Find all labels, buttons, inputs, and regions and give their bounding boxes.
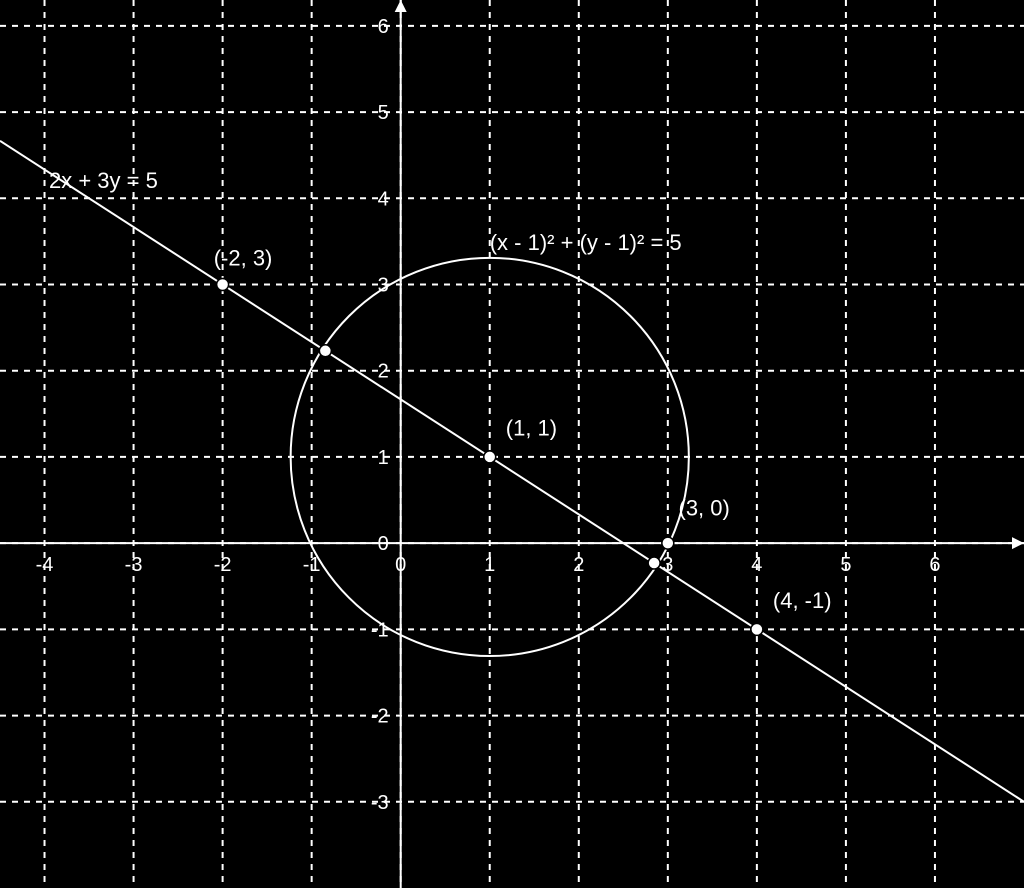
- y-tick-label: -2: [371, 706, 389, 728]
- math-graph: -4-3-2-10123456-3-2-101234562x + 3y = 5(…: [0, 0, 1024, 888]
- x-tick-label: -2: [214, 554, 232, 576]
- x-tick-label: 4: [751, 554, 762, 576]
- x-tick-label: 1: [484, 554, 495, 576]
- x-tick-label: 5: [840, 554, 851, 576]
- point-label: (-2, 3): [214, 246, 273, 271]
- plotted-point: [484, 451, 496, 463]
- y-tick-label: -3: [371, 792, 389, 814]
- line-equation-label: 2x + 3y = 5: [49, 168, 158, 193]
- x-tick-label: 0: [395, 554, 406, 576]
- plotted-point: [751, 623, 763, 635]
- y-tick-label: 1: [378, 447, 389, 469]
- x-tick-label: 2: [573, 554, 584, 576]
- point-label: (1, 1): [506, 415, 557, 440]
- y-tick-label: 5: [378, 102, 389, 124]
- plotted-point: [662, 537, 674, 549]
- x-tick-label: -4: [36, 554, 54, 576]
- plotted-point: [217, 279, 229, 291]
- point-label: (3, 0): [679, 496, 730, 521]
- point-label: (4, -1): [773, 588, 832, 613]
- x-tick-label: 6: [929, 554, 940, 576]
- y-tick-label: 6: [378, 16, 389, 38]
- plot-background: [0, 0, 1024, 888]
- y-tick-label: 2: [378, 361, 389, 383]
- x-tick-label: -3: [125, 554, 143, 576]
- circle-equation-label: (x - 1)² + (y - 1)² = 5: [490, 230, 682, 255]
- plotted-point: [319, 345, 331, 357]
- y-tick-label: 4: [378, 188, 389, 210]
- y-tick-label: 0: [378, 533, 389, 555]
- plotted-point: [648, 557, 660, 569]
